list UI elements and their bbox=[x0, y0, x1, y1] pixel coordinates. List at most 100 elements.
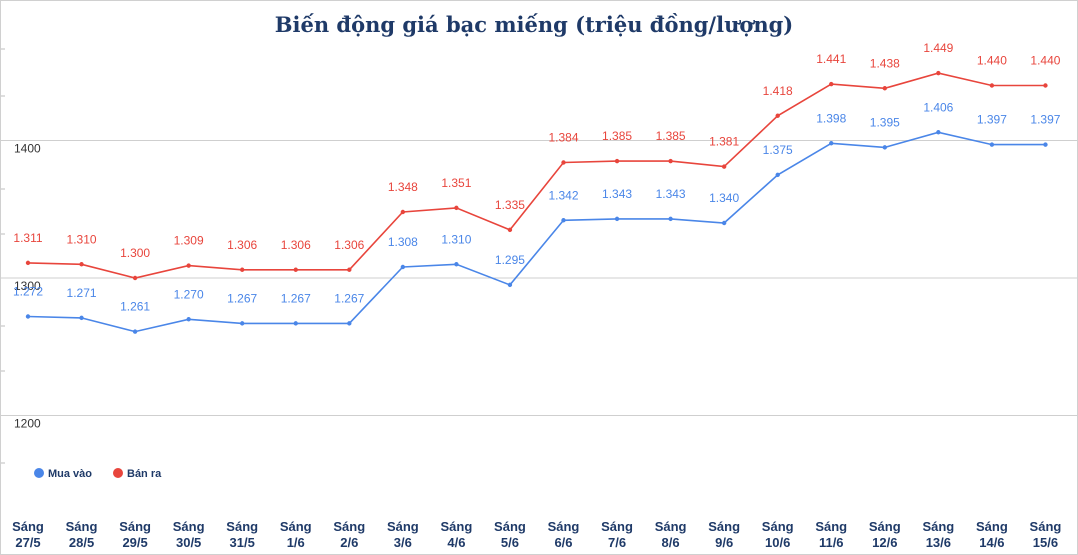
x-tick-label: 4/6 bbox=[447, 535, 465, 550]
legend-marker bbox=[34, 468, 44, 478]
x-tick-label: Sáng bbox=[976, 519, 1008, 534]
data-label: 1.385 bbox=[602, 129, 632, 143]
data-point bbox=[186, 263, 191, 268]
data-label: 1.267 bbox=[281, 291, 311, 305]
data-label: 1.343 bbox=[656, 187, 686, 201]
data-point bbox=[293, 321, 298, 326]
x-tick-label: Sáng bbox=[173, 519, 205, 534]
series-line-bán-ra bbox=[27, 72, 1046, 279]
data-label: 1.375 bbox=[763, 143, 793, 157]
y-tick-label: 1200 bbox=[14, 417, 41, 431]
data-point bbox=[775, 172, 780, 178]
data-point bbox=[79, 315, 84, 321]
x-tick-label: 3/6 bbox=[394, 535, 412, 550]
data-label: 1.440 bbox=[977, 54, 1007, 68]
data-label: 1.398 bbox=[816, 111, 846, 125]
x-tick-label: Sáng bbox=[333, 519, 365, 534]
data-point bbox=[1043, 142, 1048, 147]
y-tick-label: 1300 bbox=[14, 279, 41, 293]
data-point bbox=[721, 220, 727, 226]
x-tick-label: Sáng bbox=[226, 519, 258, 534]
data-point bbox=[668, 158, 673, 164]
data-point bbox=[668, 216, 673, 222]
data-label: 1.343 bbox=[602, 187, 632, 201]
data-point bbox=[132, 275, 138, 281]
data-label: 1.384 bbox=[548, 131, 578, 145]
data-point bbox=[400, 264, 406, 270]
data-point bbox=[454, 262, 459, 267]
data-point bbox=[240, 321, 245, 326]
x-tick-label: 6/6 bbox=[554, 535, 572, 550]
data-point bbox=[507, 282, 513, 288]
data-label: 1.306 bbox=[281, 238, 311, 252]
data-label: 1.309 bbox=[174, 234, 204, 248]
data-point bbox=[936, 130, 941, 135]
legend-marker bbox=[113, 468, 123, 478]
data-label: 1.385 bbox=[656, 129, 686, 143]
data-point bbox=[561, 160, 566, 165]
legend-label: Bán ra bbox=[127, 468, 162, 480]
x-tick-label: 29/5 bbox=[122, 535, 147, 550]
x-tick-label: 11/6 bbox=[819, 535, 844, 550]
data-label: 1.272 bbox=[13, 285, 43, 299]
x-tick-label: 31/5 bbox=[230, 535, 255, 550]
data-label: 1.308 bbox=[388, 235, 418, 249]
x-tick-label: 10/6 bbox=[765, 535, 790, 550]
data-point bbox=[186, 317, 191, 322]
x-tick-label: 2/6 bbox=[340, 535, 358, 550]
x-tick-label: 1/6 bbox=[287, 535, 305, 550]
data-label: 1.306 bbox=[227, 238, 257, 252]
data-label: 1.310 bbox=[67, 232, 97, 246]
chart-title: Biến động giá bạc miếng (triệu đồng/lượn… bbox=[275, 12, 793, 37]
data-label: 1.381 bbox=[709, 135, 739, 149]
data-point bbox=[614, 158, 620, 164]
x-tick-label: Sáng bbox=[922, 519, 954, 534]
x-tick-label: 13/6 bbox=[926, 535, 951, 550]
data-label: 1.340 bbox=[709, 191, 739, 205]
x-tick-label: Sáng bbox=[119, 519, 151, 534]
data-label: 1.348 bbox=[388, 180, 418, 194]
data-point bbox=[293, 267, 298, 272]
x-tick-label: Sáng bbox=[601, 519, 633, 534]
x-tick-label: Sáng bbox=[66, 519, 98, 534]
x-tick-label: 12/6 bbox=[872, 535, 897, 550]
x-tick-label: Sáng bbox=[280, 519, 312, 534]
data-point bbox=[240, 267, 245, 272]
data-label: 1.406 bbox=[923, 100, 953, 114]
data-point bbox=[989, 83, 995, 88]
data-point bbox=[25, 260, 31, 266]
data-label: 1.295 bbox=[495, 253, 525, 267]
data-point bbox=[721, 164, 727, 169]
y-tick-label: 1400 bbox=[14, 142, 41, 156]
x-tick-label: 27/5 bbox=[15, 535, 40, 550]
data-point bbox=[775, 113, 780, 118]
x-tick-label: 28/5 bbox=[69, 535, 94, 550]
x-tick-label: Sáng bbox=[12, 519, 44, 534]
data-point bbox=[989, 142, 995, 147]
data-label: 1.267 bbox=[334, 291, 364, 305]
x-tick-label: Sáng bbox=[1030, 519, 1062, 534]
x-tick-label: Sáng bbox=[869, 519, 901, 534]
x-tick-label: 5/6 bbox=[501, 535, 519, 550]
data-point bbox=[454, 205, 459, 211]
x-tick-label: 14/6 bbox=[979, 535, 1004, 550]
data-point bbox=[936, 70, 941, 76]
data-point bbox=[829, 141, 834, 146]
data-label: 1.449 bbox=[923, 41, 953, 55]
data-label: 1.395 bbox=[870, 115, 900, 129]
data-label: 1.397 bbox=[1030, 113, 1060, 127]
data-label: 1.271 bbox=[67, 286, 97, 300]
data-label: 1.267 bbox=[227, 291, 257, 305]
data-label: 1.397 bbox=[977, 113, 1007, 127]
x-tick-label: 30/5 bbox=[176, 535, 201, 550]
data-point bbox=[561, 218, 566, 223]
data-point bbox=[1043, 83, 1048, 88]
x-tick-label: Sáng bbox=[655, 519, 687, 534]
x-tick-label: 15/6 bbox=[1033, 535, 1058, 550]
data-label: 1.440 bbox=[1030, 54, 1060, 68]
data-label: 1.438 bbox=[870, 56, 900, 70]
x-tick-label: Sáng bbox=[387, 519, 419, 534]
data-point bbox=[347, 267, 352, 272]
